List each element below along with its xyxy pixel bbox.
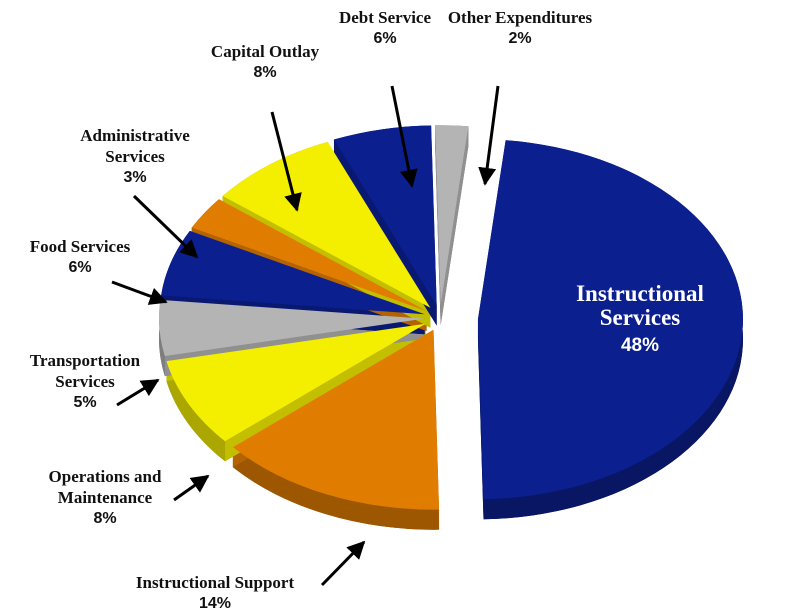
category-name: Debt Service xyxy=(338,8,432,27)
value-label: 3% xyxy=(123,169,147,186)
arrows xyxy=(111,85,500,587)
slice-label: Other Expenditures 2% xyxy=(440,7,600,49)
value-label: 14% xyxy=(198,595,232,612)
value-label: 8% xyxy=(253,64,277,81)
slice xyxy=(477,140,743,500)
category-name: Instructional Services xyxy=(576,281,704,330)
slice xyxy=(166,323,426,442)
pie xyxy=(159,125,743,530)
slice-label: Capital Outlay 8% xyxy=(205,41,325,83)
arrow xyxy=(478,85,500,186)
slice-label: Transportation Services 5% xyxy=(0,350,170,413)
value-label: 48% xyxy=(620,335,660,356)
arrow xyxy=(111,280,168,305)
slice-label: Operations and Maintenance 8% xyxy=(20,466,190,529)
arrow xyxy=(132,194,199,259)
slice-label: Food Services 6% xyxy=(0,236,160,278)
category-name: Instructional Support xyxy=(135,573,295,592)
slice xyxy=(191,199,427,312)
slice-label: Debt Service 6% xyxy=(335,7,435,49)
category-name: Food Services xyxy=(29,237,131,256)
value-label: 6% xyxy=(68,259,92,276)
arrow xyxy=(116,378,160,407)
value-label: 2% xyxy=(508,30,532,47)
slice-side xyxy=(477,319,484,520)
slice-label: Instructional Services 48% xyxy=(555,282,725,362)
slice-label: Instructional Support 14% xyxy=(100,572,330,614)
arrow xyxy=(173,474,210,502)
category-name: Administrative Services xyxy=(80,126,190,166)
slice-side xyxy=(435,125,441,326)
value-label: 5% xyxy=(73,394,97,411)
arrow xyxy=(390,85,418,188)
slice xyxy=(161,230,425,315)
value-label: 6% xyxy=(373,30,397,47)
value-label: 8% xyxy=(93,510,117,527)
slice xyxy=(222,141,431,308)
arrow xyxy=(270,111,302,212)
category-name: Other Expenditures xyxy=(447,8,593,27)
slice-side xyxy=(166,361,226,462)
arrow xyxy=(320,540,366,587)
slice-side xyxy=(232,447,440,530)
category-name: Transportation Services xyxy=(29,351,141,391)
slice xyxy=(159,299,425,357)
slice-side xyxy=(440,126,469,326)
slice xyxy=(435,125,469,306)
category-name: Operations and Maintenance xyxy=(48,467,162,507)
slice xyxy=(232,329,440,510)
category-name: Capital Outlay xyxy=(210,42,320,61)
slice-label: Administrative Services 3% xyxy=(50,125,220,188)
